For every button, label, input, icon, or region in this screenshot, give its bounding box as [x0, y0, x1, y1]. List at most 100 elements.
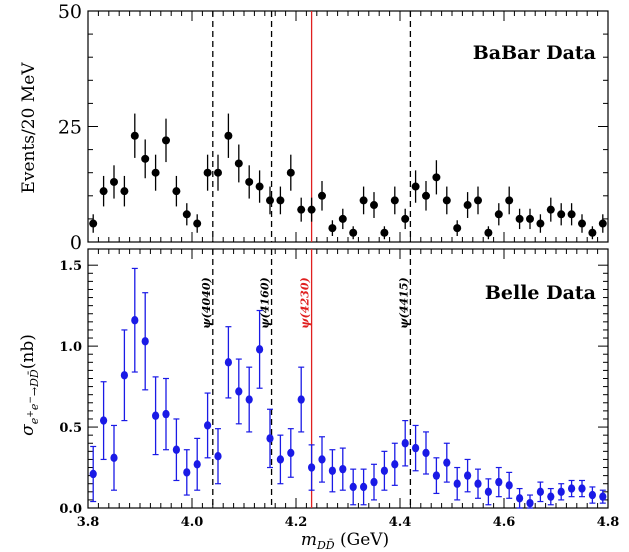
top-data-point	[442, 196, 451, 205]
bottom-data-point	[224, 358, 232, 367]
top-data-point	[588, 228, 597, 237]
top-data-point	[172, 187, 181, 196]
top-data-point	[224, 131, 233, 140]
bottom-data-point	[308, 463, 316, 472]
top-data-point	[193, 219, 202, 228]
bottom-data-point	[547, 492, 555, 501]
top-data-point	[162, 136, 170, 145]
top-data-point	[234, 159, 243, 168]
top-data-point	[484, 228, 493, 237]
bottom-data-point	[276, 455, 284, 464]
top-data-point	[546, 205, 555, 214]
top-data-point	[245, 177, 254, 186]
bottom-data-point	[380, 466, 388, 475]
bottom-data-point	[516, 494, 524, 503]
top-data-point	[276, 196, 285, 205]
bottom-data-point	[505, 481, 513, 490]
bottom-data-point	[245, 395, 253, 404]
bottom-x-axis-label: mDD̄ (GeV)	[301, 530, 389, 552]
top-y-tick-label: 50	[58, 1, 82, 23]
bottom-data-point	[266, 434, 274, 443]
bottom-data-point	[536, 487, 545, 497]
bottom-data-point	[557, 487, 565, 497]
top-data-point	[255, 182, 264, 191]
bottom-data-point	[235, 387, 243, 396]
top-data-point	[494, 210, 503, 219]
top-data-point	[99, 187, 108, 196]
top-data-point	[557, 210, 566, 219]
top-data-point	[515, 214, 524, 223]
top-data-point	[214, 168, 222, 177]
bottom-data-point	[412, 443, 420, 453]
bottom-x-tick-label: 3.8	[77, 515, 100, 530]
bottom-data-point	[578, 484, 586, 493]
bottom-data-point	[183, 468, 191, 477]
top-data-point	[182, 210, 191, 219]
top-data-point	[432, 173, 441, 182]
top-y-tick-label: 0	[70, 232, 82, 254]
bottom-data-point	[349, 482, 357, 492]
bottom-data-point	[318, 455, 326, 464]
top-data-point	[370, 201, 378, 210]
bottom-data-point	[287, 448, 295, 458]
top-data-point	[349, 228, 358, 237]
bottom-y-tick-label: 0.0	[59, 502, 82, 517]
bottom-y-tick-label: 1.5	[59, 259, 82, 274]
bottom-data-point	[526, 498, 534, 508]
top-data-point	[422, 191, 430, 200]
top-y-axis-label: Events/20 MeV	[19, 62, 39, 194]
bottom-data-point	[120, 371, 128, 380]
babar-panel: 0 25 50 BaBar Data	[58, 1, 609, 254]
top-data-point	[151, 168, 160, 177]
top-data-point	[120, 187, 129, 196]
bottom-data-point	[432, 471, 440, 480]
top-data-point	[266, 196, 274, 205]
bottom-data-point	[370, 477, 378, 487]
bottom-data-point	[100, 416, 108, 425]
bottom-x-tick-label: 4.8	[597, 515, 620, 530]
bottom-data-point	[474, 479, 482, 488]
bottom-x-tick-label: 4.2	[285, 515, 308, 530]
bottom-x-tick-label: 4.0	[181, 515, 204, 530]
bottom-data-point	[599, 492, 607, 501]
top-data-point	[203, 168, 212, 177]
bottom-data-point	[453, 479, 461, 488]
top-data-point	[578, 219, 586, 228]
bottom-data-point	[110, 453, 118, 463]
bottom-data-point	[256, 345, 264, 354]
top-panel-title: BaBar Data	[473, 42, 596, 64]
bottom-x-tick-label: 4.6	[493, 515, 516, 530]
top-y-tick-label: 25	[58, 117, 82, 139]
bottom-data-point	[568, 484, 576, 493]
top-data-point	[318, 191, 326, 200]
bottom-data-point	[360, 482, 368, 492]
top-data-point	[536, 219, 545, 228]
bottom-data-point	[391, 460, 399, 469]
top-data-point	[401, 214, 410, 223]
bottom-panel-title: Belle Data	[485, 282, 596, 304]
top-data-point	[453, 224, 462, 233]
top-data-point	[89, 219, 98, 228]
top-data-point	[297, 205, 306, 214]
svg-text:σe+e−→DD̄(nb): σe+e−→DD̄(nb)	[18, 334, 41, 436]
bottom-x-tick-label: 4.4	[389, 515, 412, 530]
bottom-data-point	[443, 458, 451, 467]
top-data-point	[390, 196, 399, 205]
bottom-data-point	[172, 445, 180, 454]
bottom-data-point	[422, 448, 430, 458]
top-data-point	[567, 210, 576, 219]
belle-panel: ψ(4040) ψ(4160) ψ(4230) ψ(4415) 0.0 0.5 1.0 1.5…	[59, 248, 620, 530]
bottom-data-point	[131, 316, 139, 325]
top-data-point	[141, 154, 150, 163]
top-data-point	[307, 205, 316, 214]
bottom-data-point	[339, 464, 347, 474]
bottom-data-point	[588, 490, 597, 500]
bottom-y-tick-label: 0.5	[59, 421, 82, 436]
bottom-data-point	[204, 421, 212, 430]
top-data-point	[526, 214, 534, 223]
top-data-point	[411, 182, 420, 191]
top-data-point	[463, 201, 472, 210]
bottom-data-point	[401, 439, 409, 448]
bottom-data-point	[464, 471, 472, 480]
